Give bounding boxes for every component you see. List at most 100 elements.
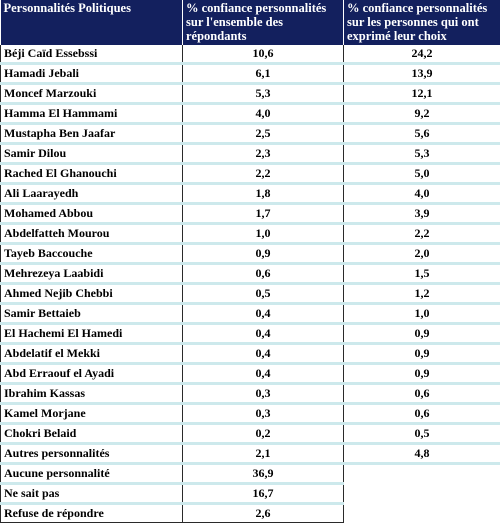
confidence-all-value: 5,3 — [183, 84, 344, 104]
confidence-expressed-value: 4,0 — [344, 184, 500, 204]
confidence-all-value: 0,5 — [183, 284, 344, 304]
confidence-expressed-value: 1,2 — [344, 284, 500, 304]
response-category: Aucune personnalité — [1, 464, 183, 484]
confidence-expressed-value: 2,0 — [344, 244, 500, 264]
personality-name: Abd Erraouf el Ayadi — [1, 364, 183, 384]
header-personalities: Personnalités Politiques — [1, 0, 183, 45]
confidence-expressed-value: 13,9 — [344, 64, 500, 84]
personality-name: Samir Bettaieb — [1, 304, 183, 324]
empty-cell — [344, 504, 500, 523]
personality-name: Autres personnalités — [1, 444, 183, 464]
personality-name: Mohamed Abbou — [1, 204, 183, 224]
confidence-all-value: 6,1 — [183, 64, 344, 84]
confidence-all-value: 36,9 — [183, 464, 344, 484]
confidence-expressed-value: 2,2 — [344, 224, 500, 244]
confidence-all-value: 0,9 — [183, 244, 344, 264]
confidence-expressed-value: 1,0 — [344, 304, 500, 324]
confidence-expressed-value: 24,2 — [344, 45, 500, 64]
confidence-all-value: 2,5 — [183, 124, 344, 144]
confidence-all-value: 1,7 — [183, 204, 344, 224]
personality-name: Moncef Marzouki — [1, 84, 183, 104]
confidence-expressed-value: 0,9 — [344, 364, 500, 384]
confidence-all-value: 0,4 — [183, 324, 344, 344]
confidence-all-value: 16,7 — [183, 484, 344, 504]
confidence-expressed-value: 4,8 — [344, 444, 500, 464]
empty-cell — [344, 484, 500, 504]
personality-name: Ali Laarayedh — [1, 184, 183, 204]
personality-name: El Hachemi El Hamedi — [1, 324, 183, 344]
response-category: Ne sait pas — [1, 484, 183, 504]
header-confidence-all: % confiance personnalités sur l'ensemble… — [183, 0, 344, 45]
confidence-all-value: 2,3 — [183, 144, 344, 164]
response-category: Refuse de répondre — [1, 504, 183, 523]
confidence-expressed-value: 0,6 — [344, 404, 500, 424]
personality-name: Chokri Belaid — [1, 424, 183, 444]
confidence-expressed-value: 1,5 — [344, 264, 500, 284]
header-confidence-expressed: % confiance personnalités sur les person… — [344, 0, 500, 45]
confidence-expressed-value: 9,2 — [344, 104, 500, 124]
confidence-expressed-value: 5,3 — [344, 144, 500, 164]
empty-cell — [344, 464, 500, 484]
confidence-expressed-value: 5,6 — [344, 124, 500, 144]
confidence-all-value: 0,6 — [183, 264, 344, 284]
confidence-all-value: 0,3 — [183, 384, 344, 404]
personality-name: Samir Dilou — [1, 144, 183, 164]
confidence-all-value: 0,3 — [183, 404, 344, 424]
personality-name: Ahmed Nejib Chebbi — [1, 284, 183, 304]
confidence-all-value: 1,8 — [183, 184, 344, 204]
confidence-all-value: 2,6 — [183, 504, 344, 523]
personality-name: Kamel Morjane — [1, 404, 183, 424]
personality-name: Mehrezeya Laabidi — [1, 264, 183, 284]
page: Personnalités Politiques % confiance per… — [0, 0, 500, 477]
confidence-all-value: 10,6 — [183, 45, 344, 64]
confidence-all-value: 0,4 — [183, 364, 344, 384]
personality-name: Abdelatif el Mekki — [1, 344, 183, 364]
confidence-expressed-value: 0,9 — [344, 344, 500, 364]
confidence-expressed-value: 12,1 — [344, 84, 500, 104]
personality-name: Abdelfatteh Mourou — [1, 224, 183, 244]
header-row: Personnalités Politiques % confiance per… — [1, 0, 500, 45]
personality-name: Rached El Ghanouchi — [1, 164, 183, 184]
personality-name: Mustapha Ben Jaafar — [1, 124, 183, 144]
confidence-all-value: 4,0 — [183, 104, 344, 124]
confidence-all-value: 1,0 — [183, 224, 344, 244]
confidence-all-value: 2,1 — [183, 444, 344, 464]
personality-name: Tayeb Baccouche — [1, 244, 183, 264]
table-header: Personnalités Politiques % confiance per… — [1, 0, 500, 45]
personality-name: Hamadi Jebali — [1, 64, 183, 84]
confidence-all-value: 2,2 — [183, 164, 344, 184]
confidence-expressed-value: 0,6 — [344, 384, 500, 404]
confidence-all-value: 0,4 — [183, 344, 344, 364]
personality-name: Hamma El Hammami — [1, 104, 183, 124]
personality-name: Béji Caïd Essebssi — [1, 45, 183, 64]
confidence-expressed-value: 3,9 — [344, 204, 500, 224]
confidence-expressed-value: 0,9 — [344, 324, 500, 344]
personality-name: Ibrahim Kassas — [1, 384, 183, 404]
